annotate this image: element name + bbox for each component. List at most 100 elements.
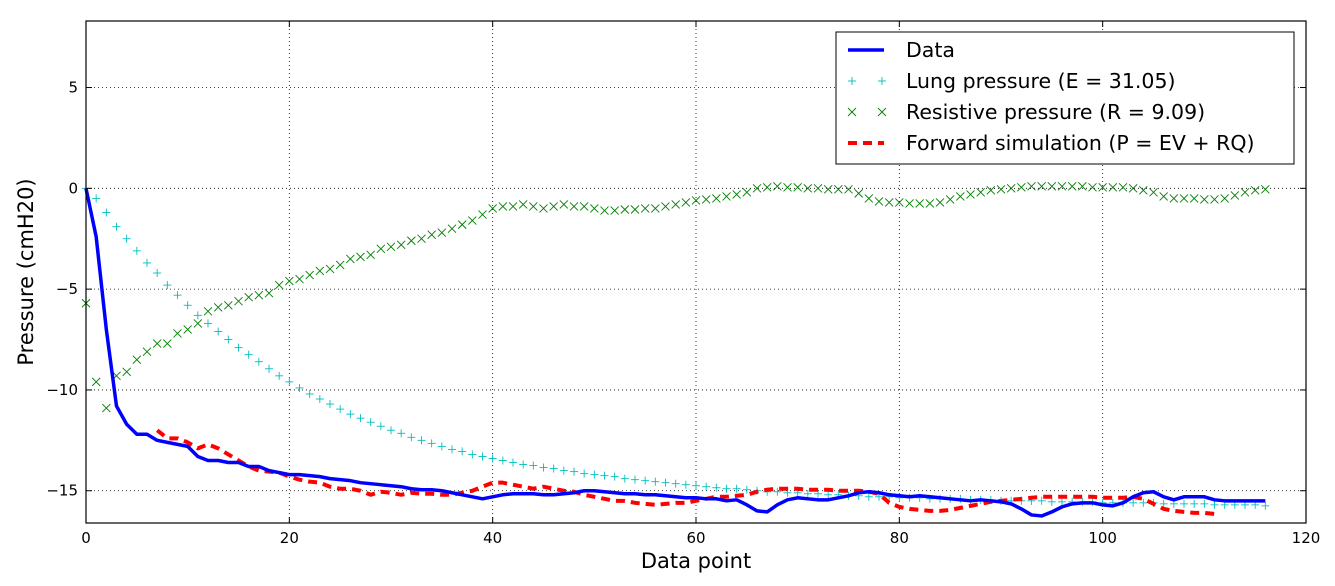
data-point <box>305 389 314 398</box>
data-point <box>224 300 233 310</box>
data-point <box>945 195 955 204</box>
data-point <box>732 190 741 199</box>
data-point <box>122 234 131 243</box>
data-point <box>1261 501 1270 510</box>
data-point <box>346 410 355 419</box>
data-point <box>244 292 253 302</box>
legend: Data Lung pressure (E = 31.05) Resistive p… <box>835 31 1295 165</box>
data-point <box>691 196 701 205</box>
legend-box <box>835 31 1295 165</box>
data-point <box>529 461 538 470</box>
data-point <box>356 252 365 262</box>
y-tick-label: −15 <box>46 482 78 500</box>
data-point <box>1230 191 1240 200</box>
data-point <box>570 467 578 476</box>
data-point <box>742 188 752 197</box>
data-point <box>854 189 863 198</box>
data-point <box>386 242 396 252</box>
data-point <box>346 254 355 264</box>
data-point <box>905 199 914 208</box>
axis-ticks: 0 20 40 60 80 100 120 5 0 −5 −10 −15 <box>46 21 1320 547</box>
legend-item: Data <box>848 38 955 62</box>
data-point <box>447 224 457 233</box>
data-point <box>549 202 558 211</box>
data-point <box>315 266 325 276</box>
data-point <box>773 487 782 496</box>
data-point <box>661 202 670 211</box>
data-point <box>1118 183 1128 192</box>
data-point <box>325 264 335 274</box>
data-point <box>91 377 101 387</box>
data-point <box>1098 183 1107 192</box>
data-point <box>671 200 680 209</box>
legend-item: Resistive pressure (R = 9.09) <box>847 100 1205 124</box>
data-point <box>630 205 640 214</box>
data-point <box>773 181 782 191</box>
data-point <box>102 208 111 217</box>
data-point <box>732 484 741 493</box>
data-point <box>712 194 721 203</box>
y-tick-label: 5 <box>68 79 78 97</box>
data-point <box>641 476 650 485</box>
data-point <box>143 258 151 267</box>
data-point <box>895 198 904 207</box>
data-point <box>600 206 609 215</box>
data-point <box>214 327 223 336</box>
data-point <box>112 222 121 231</box>
data-point <box>336 405 345 414</box>
data-point <box>874 197 884 206</box>
data-point <box>224 335 233 344</box>
data-point <box>803 184 813 193</box>
data-point <box>498 202 508 211</box>
data-point <box>295 274 304 284</box>
data-point <box>549 464 558 473</box>
data-point <box>457 220 467 229</box>
data-point <box>1047 181 1057 191</box>
data-point <box>376 244 386 254</box>
data-point <box>468 216 477 225</box>
data-point <box>640 204 650 213</box>
data-point <box>173 291 182 300</box>
data-point <box>234 343 243 352</box>
data-point <box>834 185 843 194</box>
series-layer <box>81 181 1270 518</box>
data-point <box>681 198 691 207</box>
data-point <box>204 319 212 328</box>
data-point <box>651 477 660 486</box>
data-point <box>335 260 345 270</box>
data-point <box>366 250 375 260</box>
data-point <box>1240 188 1250 197</box>
data-point <box>590 204 599 213</box>
data-point <box>1128 184 1138 193</box>
data-point <box>742 485 751 494</box>
data-point <box>102 403 111 413</box>
data-point <box>1129 498 1138 507</box>
data-point <box>610 472 619 481</box>
data-point <box>712 483 721 492</box>
data-point <box>326 400 334 409</box>
x-tick-label: 120 <box>1292 529 1321 547</box>
data-point <box>813 184 823 193</box>
data-point <box>122 367 131 377</box>
x-tick-label: 60 <box>686 529 705 547</box>
data-point <box>1139 498 1148 507</box>
data-point <box>1058 497 1066 506</box>
y-tick-label: 0 <box>68 179 78 197</box>
data-point <box>193 311 202 320</box>
data-point <box>396 240 406 250</box>
data-point <box>793 183 802 192</box>
data-point <box>366 418 375 427</box>
data-point <box>935 198 945 207</box>
data-point <box>1017 183 1026 192</box>
data-point <box>285 377 294 386</box>
data-point <box>701 195 711 204</box>
x-tick-label: 80 <box>890 529 909 547</box>
data-point <box>295 383 304 392</box>
data-point <box>254 290 264 300</box>
data-point <box>1210 500 1219 509</box>
data-point <box>213 302 223 312</box>
data-point <box>976 188 985 197</box>
data-point <box>1027 181 1036 191</box>
data-point <box>1149 188 1158 197</box>
